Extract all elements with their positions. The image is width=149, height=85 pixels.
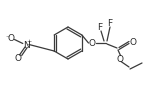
Text: O: O <box>89 39 96 48</box>
Text: F: F <box>97 23 103 32</box>
Text: F: F <box>107 19 112 28</box>
Text: O: O <box>7 34 14 43</box>
Text: +: + <box>27 39 32 44</box>
Text: ⁻: ⁻ <box>5 33 9 42</box>
Text: O: O <box>117 54 124 63</box>
Text: O: O <box>129 38 136 47</box>
Text: O: O <box>14 54 21 63</box>
Text: N: N <box>23 40 29 49</box>
